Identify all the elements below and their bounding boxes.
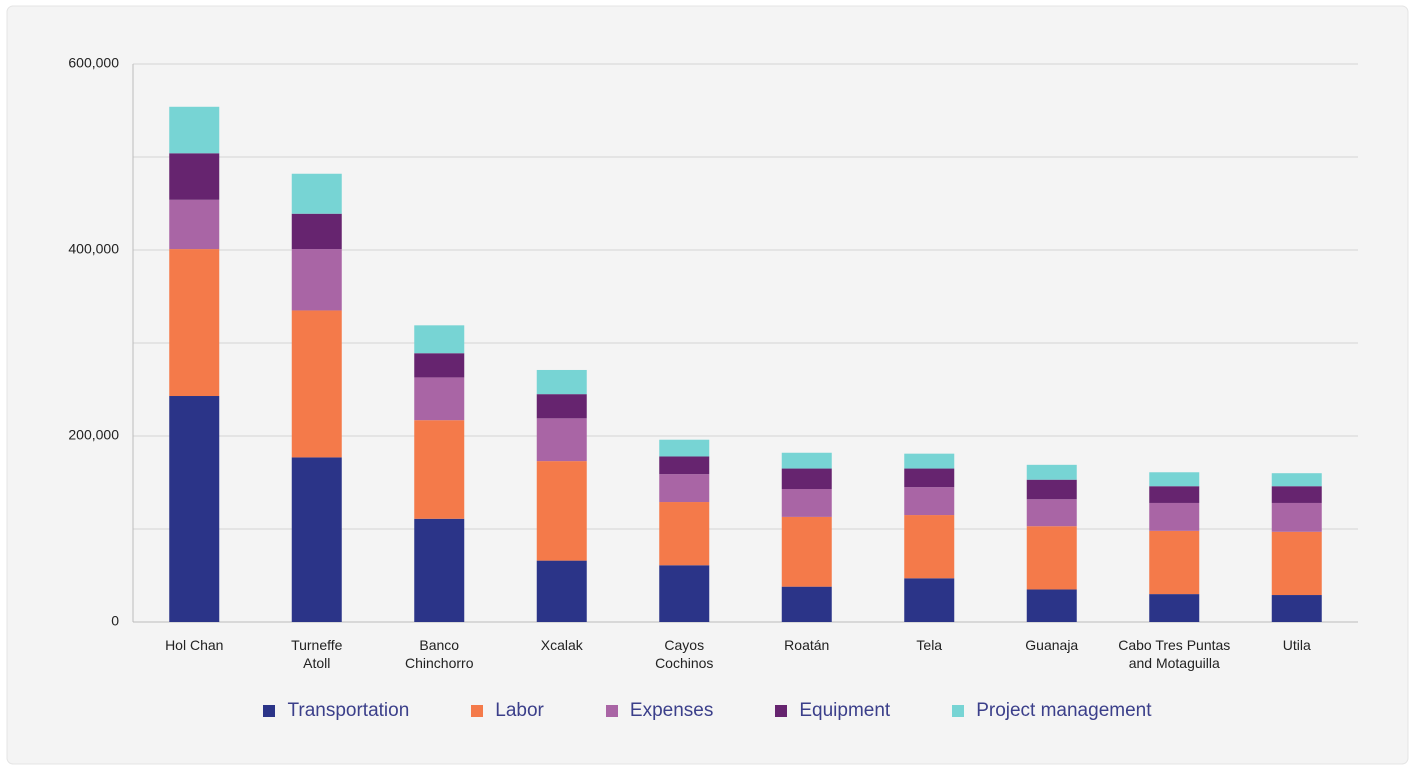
bar-segment <box>291 310 342 458</box>
bar-segment <box>536 461 587 561</box>
bar-segment <box>536 418 587 462</box>
bar-segment <box>1271 486 1322 503</box>
bar-segment <box>1149 472 1200 487</box>
legend-swatch <box>263 705 276 717</box>
legend-swatch <box>775 705 788 717</box>
bar-segment <box>536 394 587 419</box>
bar-segment <box>659 439 710 457</box>
bar-segment <box>169 396 220 622</box>
bar-segment <box>1271 531 1322 596</box>
bar-segment <box>169 153 220 200</box>
bar-segment <box>414 518 465 622</box>
x-tick-label: Cabo Tres Puntas and Motaguilla <box>1118 637 1231 671</box>
bar-segment <box>781 468 832 490</box>
bar-segment <box>781 586 832 622</box>
bar-segment <box>1149 486 1200 503</box>
bar-segment <box>169 106 220 154</box>
bar-segment <box>1026 526 1077 590</box>
legend-item: Labor <box>471 700 544 722</box>
bar-segment <box>1026 479 1077 500</box>
bar-segment <box>1149 530 1200 595</box>
bar-segment <box>291 213 342 250</box>
bar-segment <box>1271 595 1322 622</box>
bar-segment <box>904 453 955 469</box>
bar-segment <box>659 502 710 566</box>
x-tick-label: Roatán <box>784 637 830 653</box>
bar-segment <box>169 199 220 250</box>
bar-segment <box>781 452 832 469</box>
legend-label: Equipment <box>799 700 891 721</box>
legend: Transportation Labor Expenses Equipment Proj… <box>0 700 1415 722</box>
bar-segment <box>1026 464 1077 480</box>
bar-segment <box>536 560 587 622</box>
x-tick-label: Utila <box>1282 637 1311 653</box>
bar-segment <box>414 377 465 421</box>
legend-item: Project management <box>952 700 1152 722</box>
bar-segment <box>904 487 955 516</box>
y-tick-label: 400,000 <box>68 241 119 257</box>
bar-segment <box>904 468 955 488</box>
bar-segment <box>1026 589 1077 622</box>
y-tick-label: 0 <box>111 613 119 629</box>
x-tick-label: Hol Chan <box>165 637 224 653</box>
legend-swatch <box>605 705 618 717</box>
legend-label: Expenses <box>629 700 714 721</box>
bar-segment <box>414 353 465 378</box>
x-tick-label: Xcalak <box>540 637 583 653</box>
bar-segment <box>536 369 587 395</box>
bar-segment <box>781 516 832 587</box>
bar-segment <box>781 489 832 517</box>
y-tick-label: 600,000 <box>68 55 119 71</box>
x-tick-label: Cayos Cochinos <box>655 637 714 671</box>
legend-label: Project management <box>976 700 1152 721</box>
legend-item: Transportation <box>263 700 409 722</box>
x-tick-label: Turneffe Atoll <box>291 637 343 671</box>
bar-segment <box>1149 502 1200 531</box>
legend-item: Equipment <box>775 700 890 722</box>
bar-segment <box>904 578 955 622</box>
bar-segment <box>1149 594 1200 622</box>
y-tick-label: 200,000 <box>68 427 119 443</box>
bar-segment <box>904 515 955 579</box>
x-tick-label: Banco Chinchorro <box>405 637 474 671</box>
bar-segment <box>659 565 710 622</box>
legend-swatch <box>952 705 965 717</box>
legend-swatch <box>471 705 484 717</box>
bar-segment <box>659 474 710 503</box>
bar-segment <box>291 173 342 214</box>
legend-label: Transportation <box>287 700 410 721</box>
x-tick-label: Tela <box>916 637 943 653</box>
bar-segment <box>291 457 342 622</box>
x-tick-label: Guanaja <box>1025 637 1079 653</box>
bar-segment <box>169 249 220 397</box>
bar-segment <box>414 420 465 519</box>
bar-segment <box>1026 499 1077 527</box>
bar-segment <box>1271 502 1322 532</box>
bar-segment <box>291 249 342 311</box>
legend-item: Expenses <box>605 700 714 722</box>
bar-segment <box>1271 473 1322 487</box>
legend-label: Labor <box>495 700 544 721</box>
bar-segment <box>414 325 465 354</box>
bar-segment <box>659 456 710 475</box>
